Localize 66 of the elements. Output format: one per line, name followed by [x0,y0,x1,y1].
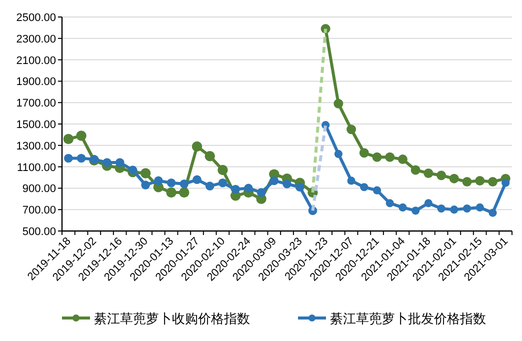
point [115,158,124,167]
point [476,203,484,212]
y-tick-label: 900.00 [22,183,56,196]
point [295,182,304,192]
point [437,204,446,213]
point [462,177,472,187]
point [218,178,228,188]
point [141,180,150,190]
point [359,148,369,158]
point [462,204,472,213]
point [346,124,356,134]
point [372,186,382,194]
point [436,170,446,180]
point [475,176,485,186]
point [192,175,202,184]
point [205,182,214,190]
point [166,187,176,198]
point [488,177,498,187]
point [502,178,510,187]
y-tick-label: 1900.00 [16,76,56,88]
point [424,168,434,178]
point [360,183,368,192]
point [154,176,163,186]
y-tick-label: 1100.00 [17,162,56,174]
y-tick-label: 1500.00 [16,119,56,131]
point [64,154,73,163]
point [386,199,394,208]
y-tick-label: 500.00 [22,226,56,238]
y-tick-label: 2500.00 [16,12,56,24]
point [270,176,279,186]
point [398,154,408,164]
point [218,164,228,176]
y-tick-label: 1300.00 [16,140,56,152]
y-tick-label: 1700.00 [16,98,56,110]
point [180,180,189,188]
point [76,130,86,141]
point [282,180,292,188]
point [76,154,86,163]
point [385,152,395,162]
y-tick-label: 2300.00 [16,33,56,46]
point [256,188,266,197]
point [231,184,240,194]
legend-label: 綦江草蔸萝卜批发价格指数 [330,311,486,326]
point [398,203,407,212]
point [449,174,459,184]
point [334,150,342,158]
point [410,165,420,175]
point [334,98,344,108]
point [140,168,151,178]
point [63,134,74,144]
point [204,151,215,162]
point [450,206,458,214]
legend-label: 綦江草蔸萝卜收购价格指数 [94,311,250,326]
point [192,141,202,152]
y-tick-label: 2100.00 [16,54,56,67]
point [128,166,138,174]
point [244,184,253,193]
point [166,178,176,188]
y-tick-label: 700.00 [22,204,56,217]
point [488,208,497,217]
point [179,187,190,198]
point [102,158,112,167]
point [347,176,356,185]
point [372,152,382,162]
point [412,206,420,215]
point [424,199,432,208]
